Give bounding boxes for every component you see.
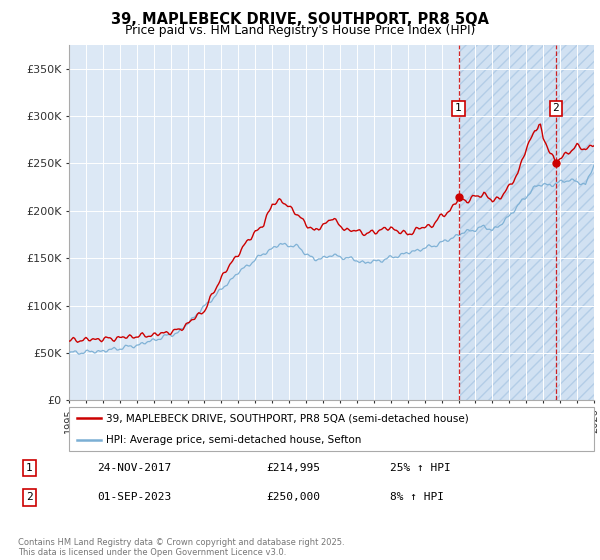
Text: 24-NOV-2017: 24-NOV-2017 xyxy=(97,463,171,473)
Bar xyxy=(458,45,600,400)
Text: HPI: Average price, semi-detached house, Sefton: HPI: Average price, semi-detached house,… xyxy=(106,435,361,445)
FancyBboxPatch shape xyxy=(69,407,594,451)
Bar xyxy=(458,45,600,400)
Text: £250,000: £250,000 xyxy=(266,492,320,502)
Text: 8% ↑ HPI: 8% ↑ HPI xyxy=(390,492,444,502)
Text: 39, MAPLEBECK DRIVE, SOUTHPORT, PR8 5QA (semi-detached house): 39, MAPLEBECK DRIVE, SOUTHPORT, PR8 5QA … xyxy=(106,413,469,423)
Text: £214,995: £214,995 xyxy=(266,463,320,473)
Text: Contains HM Land Registry data © Crown copyright and database right 2025.
This d: Contains HM Land Registry data © Crown c… xyxy=(18,538,344,557)
Text: 2: 2 xyxy=(26,492,32,502)
Text: 25% ↑ HPI: 25% ↑ HPI xyxy=(390,463,451,473)
Text: 1: 1 xyxy=(455,104,462,113)
Text: 2: 2 xyxy=(553,104,559,113)
Text: 1: 1 xyxy=(26,463,32,473)
Text: Price paid vs. HM Land Registry's House Price Index (HPI): Price paid vs. HM Land Registry's House … xyxy=(125,24,475,36)
Text: 01-SEP-2023: 01-SEP-2023 xyxy=(97,492,171,502)
Text: 39, MAPLEBECK DRIVE, SOUTHPORT, PR8 5QA: 39, MAPLEBECK DRIVE, SOUTHPORT, PR8 5QA xyxy=(111,12,489,27)
